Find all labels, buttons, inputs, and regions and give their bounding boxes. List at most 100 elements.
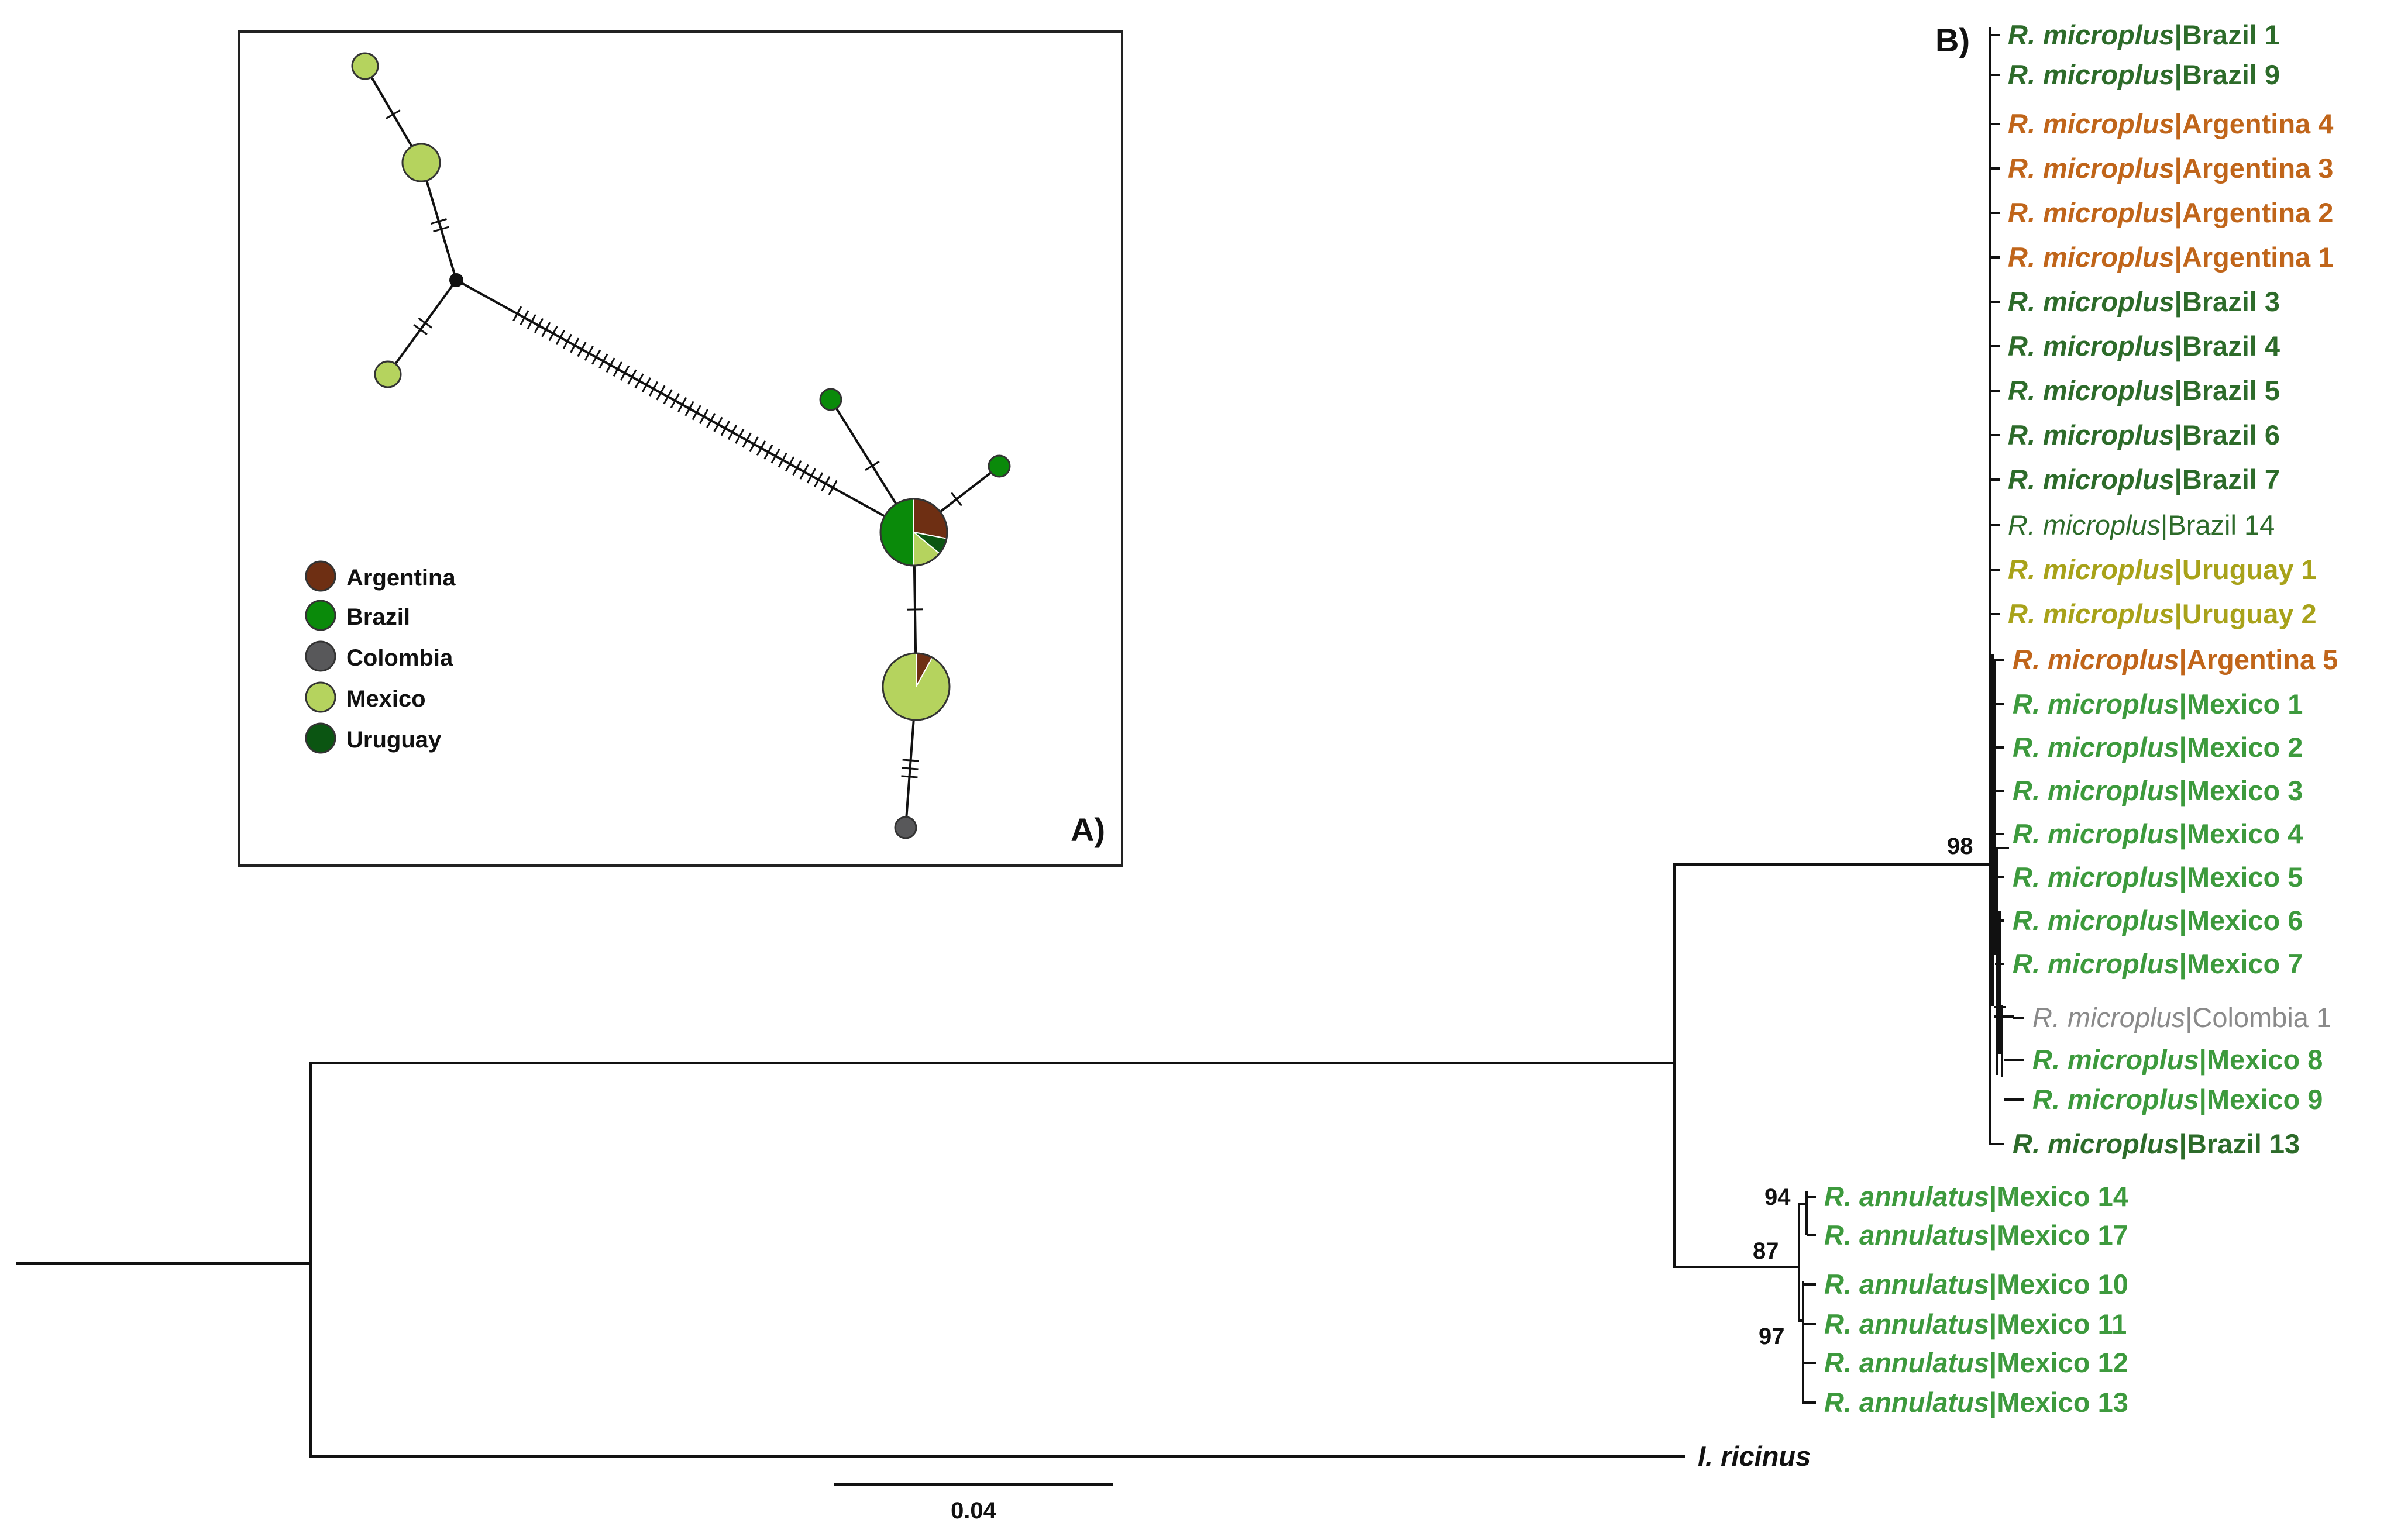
mutation-tick — [763, 444, 773, 460]
haplotype-node — [894, 816, 917, 839]
taxon-label: R. microplus|Mexico 3 — [2013, 775, 2303, 806]
haplotype-slice — [374, 360, 402, 388]
panel-b-label: B) — [1935, 22, 1970, 58]
taxon-locality: Mexico 3 — [2187, 775, 2303, 806]
taxon-label: R. microplus|Brazil 13 — [2013, 1128, 2300, 1159]
taxon-separator: | — [2179, 1128, 2187, 1159]
mutation-tick — [670, 393, 680, 409]
taxon-species: R. microplus — [2008, 330, 2175, 361]
legend-item: Mexico — [305, 681, 426, 713]
taxon-separator: | — [2175, 330, 2182, 361]
taxon-label: R. annulatus|Mexico 17 — [1824, 1219, 2128, 1250]
mutation-tick — [534, 318, 544, 333]
taxon-locality: Brazil 13 — [2187, 1128, 2300, 1159]
taxon-label: R. microplus|Mexico 4 — [2013, 818, 2303, 849]
haplotype-outline — [879, 498, 948, 567]
taxon-species: R. microplus — [2008, 554, 2175, 585]
taxon-separator: | — [2175, 464, 2182, 495]
taxon-separator: | — [2179, 688, 2187, 719]
taxon-label: R. microplus|Brazil 1 — [2008, 19, 2280, 50]
mutation-tick — [792, 460, 802, 476]
haplotype-node — [988, 454, 1011, 478]
median-vector-node — [449, 273, 463, 287]
mutation-tick — [720, 421, 730, 436]
taxon-locality: Mexico 12 — [1997, 1347, 2128, 1378]
taxon-species: R. microplus — [2013, 644, 2179, 675]
taxon-separator: | — [2179, 862, 2187, 893]
mutation-tick — [413, 324, 428, 335]
taxon-label: R. microplus|Brazil 9 — [2008, 59, 2280, 90]
taxon-locality: Uruguay 2 — [2182, 598, 2317, 629]
taxon-species: R. annulatus — [1824, 1387, 1989, 1418]
scale-bar: 0.04 — [834, 1483, 1113, 1524]
taxon-locality: Mexico 1 — [2187, 688, 2303, 719]
mutation-tick — [570, 337, 580, 353]
haplotype-slice — [988, 454, 1011, 478]
taxon-locality: Brazil 7 — [2182, 464, 2280, 495]
taxon-label: I. ricinus — [1698, 1441, 1811, 1472]
taxon-locality: Mexico 13 — [1997, 1387, 2128, 1418]
mutation-tick — [663, 389, 673, 405]
mutation-tick — [902, 767, 919, 770]
taxon-species: R. microplus — [2032, 1084, 2199, 1115]
taxon-label: R. microplus|Argentina 5 — [2013, 644, 2338, 675]
mutation-tick — [620, 365, 630, 381]
taxon-label: R. microplus|Mexico 1 — [2013, 688, 2303, 719]
taxon-species: I. ricinus — [1698, 1441, 1811, 1472]
haplotype-node — [351, 52, 379, 80]
panel-a: A) Argentina Brazil Colombia Mexico — [238, 30, 1123, 867]
taxon-species: R. microplus — [2013, 775, 2179, 806]
taxon-label: R. annulatus|Mexico 12 — [1824, 1347, 2128, 1378]
taxon-species: R. microplus — [2008, 509, 2161, 540]
taxon-locality: Argentina 1 — [2182, 242, 2334, 273]
mutation-tick — [627, 369, 637, 385]
mutation-tick — [865, 460, 880, 471]
taxon-locality: Mexico 14 — [1997, 1181, 2128, 1212]
taxon-separator: | — [2175, 19, 2182, 50]
taxon-separator: | — [2175, 375, 2182, 406]
taxon-species: R. microplus — [2008, 242, 2175, 273]
taxon-separator: | — [1989, 1181, 1997, 1212]
legend-swatch — [305, 681, 336, 713]
taxon-species: R. microplus — [2013, 905, 2179, 936]
taxon-label: R. microplus|Mexico 9 — [2032, 1084, 2323, 1115]
taxon-locality: Argentina 2 — [2182, 197, 2334, 228]
tree-branches — [16, 27, 2014, 1458]
taxon-species: R. microplus — [2013, 688, 2179, 719]
taxon-species: R. annulatus — [1824, 1269, 1989, 1300]
taxon-label: R. microplus|Colombia 1 — [2032, 1002, 2331, 1033]
mutation-tick — [742, 432, 752, 448]
mutation-tick — [433, 226, 449, 233]
mutation-tick — [799, 464, 809, 480]
legend-swatch — [305, 600, 336, 631]
taxon-label: R. microplus|Brazil 5 — [2008, 375, 2280, 406]
mutation-tick — [598, 353, 608, 369]
taxon-label: R. microplus|Brazil 6 — [2008, 419, 2280, 450]
taxon-label: R. microplus|Argentina 1 — [2008, 242, 2333, 273]
taxon-separator: | — [2199, 1084, 2207, 1115]
taxon-locality: Argentina 5 — [2187, 644, 2338, 675]
mutation-tick — [584, 346, 594, 361]
mutation-tick — [562, 333, 573, 349]
mutation-tick — [555, 329, 565, 345]
taxon-locality: Brazil 1 — [2182, 19, 2280, 50]
mutation-tick — [749, 436, 759, 452]
mutation-tick — [591, 349, 601, 365]
taxon-species: R. annulatus — [1824, 1181, 1989, 1212]
taxon-separator: | — [2161, 509, 2168, 540]
taxon-separator: | — [2175, 598, 2182, 629]
taxon-species: R. annulatus — [1824, 1347, 1989, 1378]
panel-b: B) — [16, 19, 2338, 1524]
taxon-separator: | — [2185, 1002, 2192, 1033]
taxon-species: R. microplus — [2008, 197, 2175, 228]
mutation-tick — [692, 405, 701, 421]
mutation-tick — [951, 492, 962, 507]
panel-a-label: A) — [1071, 811, 1105, 848]
haplotype-slice — [351, 52, 379, 80]
taxon-locality: Mexico 11 — [1997, 1308, 2127, 1339]
haplotype-slice — [894, 816, 917, 839]
mutation-tick — [756, 440, 766, 456]
taxon-separator: | — [2175, 286, 2182, 317]
mutation-tick — [649, 381, 659, 397]
